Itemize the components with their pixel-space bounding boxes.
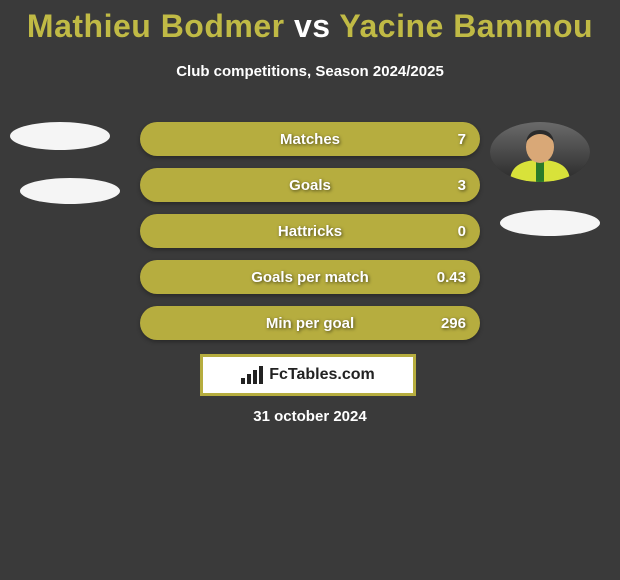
stat-value-right: 0.43 <box>437 269 466 286</box>
stat-value-right: 7 <box>458 131 466 148</box>
stat-row: Min per goal 296 <box>140 306 480 340</box>
player1-avatar-placeholder <box>10 122 110 150</box>
stat-value-right: 0 <box>458 223 466 240</box>
stat-row: Matches 7 <box>140 122 480 156</box>
stats-panel: Matches 7 Goals 3 Hattricks 0 Goals per … <box>140 122 480 352</box>
stat-row: Goals per match 0.43 <box>140 260 480 294</box>
logo-text: FcTables.com <box>269 366 375 384</box>
stat-value-right: 296 <box>441 315 466 332</box>
date-text: 31 october 2024 <box>0 408 620 425</box>
logo-badge[interactable]: FcTables.com <box>200 354 416 396</box>
stat-label: Goals <box>289 177 331 194</box>
player1-flag-placeholder <box>20 178 120 204</box>
stat-value-right: 3 <box>458 177 466 194</box>
player2-name: Yacine Bammou <box>339 8 593 44</box>
stat-label: Matches <box>280 131 340 148</box>
stat-row: Goals 3 <box>140 168 480 202</box>
subtitle: Club competitions, Season 2024/2025 <box>0 63 620 80</box>
vs-text: vs <box>294 8 331 44</box>
player2-flag-placeholder <box>500 210 600 236</box>
stat-row: Hattricks 0 <box>140 214 480 248</box>
player2-avatar <box>490 122 590 182</box>
stat-label: Hattricks <box>278 223 342 240</box>
page-title: Mathieu Bodmer vs Yacine Bammou <box>0 0 620 45</box>
stat-label: Goals per match <box>251 269 369 286</box>
stat-label: Min per goal <box>266 315 354 332</box>
player1-name: Mathieu Bodmer <box>27 8 285 44</box>
logo-chart-icon <box>241 366 263 384</box>
